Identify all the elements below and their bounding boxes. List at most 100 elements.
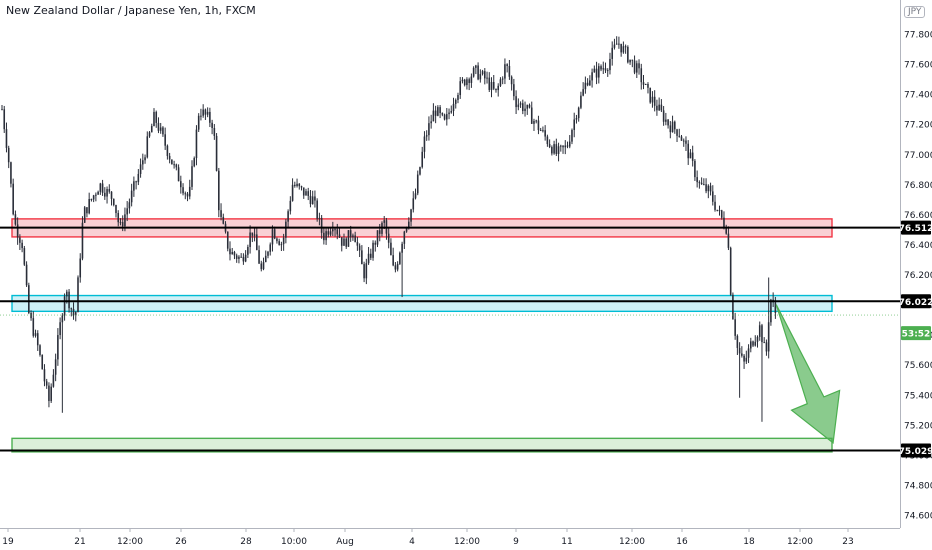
candle-body [271,229,274,245]
time-axis[interactable]: 19 21 12:00 26 28 10:00 Aug 4 12:00 9 11 12:00 16 18 1… [2,528,854,547]
time-tick-label: 12:00 [787,537,813,547]
candle-body [238,256,240,259]
candle-body [586,82,589,86]
candle-body [542,130,544,132]
candle-body [233,252,236,256]
candle-body [390,242,392,256]
candle-body [448,112,450,115]
candle-body [555,144,558,154]
candle-body [745,357,748,362]
candle-body [660,104,663,111]
candle-body [734,319,736,336]
candle-body [90,199,93,201]
level-badges: 76.512 76.022 75.029 53:52 [899,220,932,458]
candle-body [738,347,741,354]
candle-body [10,162,12,184]
candle-body [383,220,386,223]
candle-body [305,191,307,196]
candle-body [273,229,276,239]
candle-body [235,255,238,259]
candle-body [21,242,23,249]
candle-body [533,120,535,124]
candle-body [486,77,488,79]
candle-body [593,68,596,73]
candle-body [687,143,690,159]
level-badge-resistance: 76.512 [899,224,932,234]
candle-body [419,167,421,175]
candle-body [280,244,283,246]
candle-body [3,109,6,130]
candle-body [627,46,629,63]
candle-body [363,264,365,279]
candle-body [307,191,310,196]
candle-body [631,59,634,61]
candle-body [195,129,198,159]
candle-body [694,160,696,178]
candle-body [327,231,330,235]
candle-body [311,196,314,205]
projection-arrow-shape[interactable] [775,304,841,444]
price-tick-label: 75.600 [904,361,932,371]
candle-body [620,43,622,53]
candle-body [61,315,64,323]
candle-body [457,95,459,100]
candle-body [298,183,301,187]
level-badge-support-1: 76.022 [899,298,932,308]
candle-body [231,252,234,255]
candle-body [101,183,104,193]
candle-body [88,199,90,214]
zone-support-1[interactable] [11,294,833,313]
candle-body [528,104,531,108]
candle-body [515,96,517,108]
candle-body [488,77,491,90]
candle-body [74,312,77,316]
candle-body [635,63,638,73]
candle-body [580,95,582,108]
candle-body [600,66,602,70]
candle-body [667,119,669,126]
candle-body [403,231,406,244]
candle-body [446,114,448,120]
candle-body [370,253,372,258]
candle-body [443,114,446,120]
candle-body [285,221,287,238]
candle-body [685,140,687,144]
candle-body [215,135,218,171]
candle-body [506,64,508,66]
candle-body [557,146,560,154]
candle-body [262,262,265,270]
candle-body [66,291,68,297]
candle-body [595,68,598,78]
candle-body [537,120,540,131]
candle-body [732,294,734,320]
candle-body [296,183,298,187]
candle-body [392,255,394,266]
candle-body [12,183,14,215]
candle-body [510,76,513,85]
candle-body [180,181,182,188]
candle-body [294,184,296,187]
candle-body [434,110,437,116]
zone-support-2[interactable] [11,437,833,453]
candle-body [611,47,614,59]
candle-body [247,247,249,255]
candle-body [479,74,482,80]
candle-body [175,164,178,168]
time-tick-label: 26 [175,537,187,547]
candle-body [524,108,526,112]
candle-body [671,121,674,133]
level-lines [0,226,900,452]
candle-body [709,185,712,192]
candle-body [495,88,497,91]
candle-body [566,145,569,147]
time-tick-label: Aug [336,537,354,547]
candle-body [410,209,412,222]
candle-body [761,325,763,343]
currency-badge[interactable]: JPY [904,6,926,18]
candle-body [767,322,770,352]
candle-body [193,158,196,167]
candle-body [63,296,66,316]
candle-body [522,103,524,112]
candle-body [736,335,739,348]
